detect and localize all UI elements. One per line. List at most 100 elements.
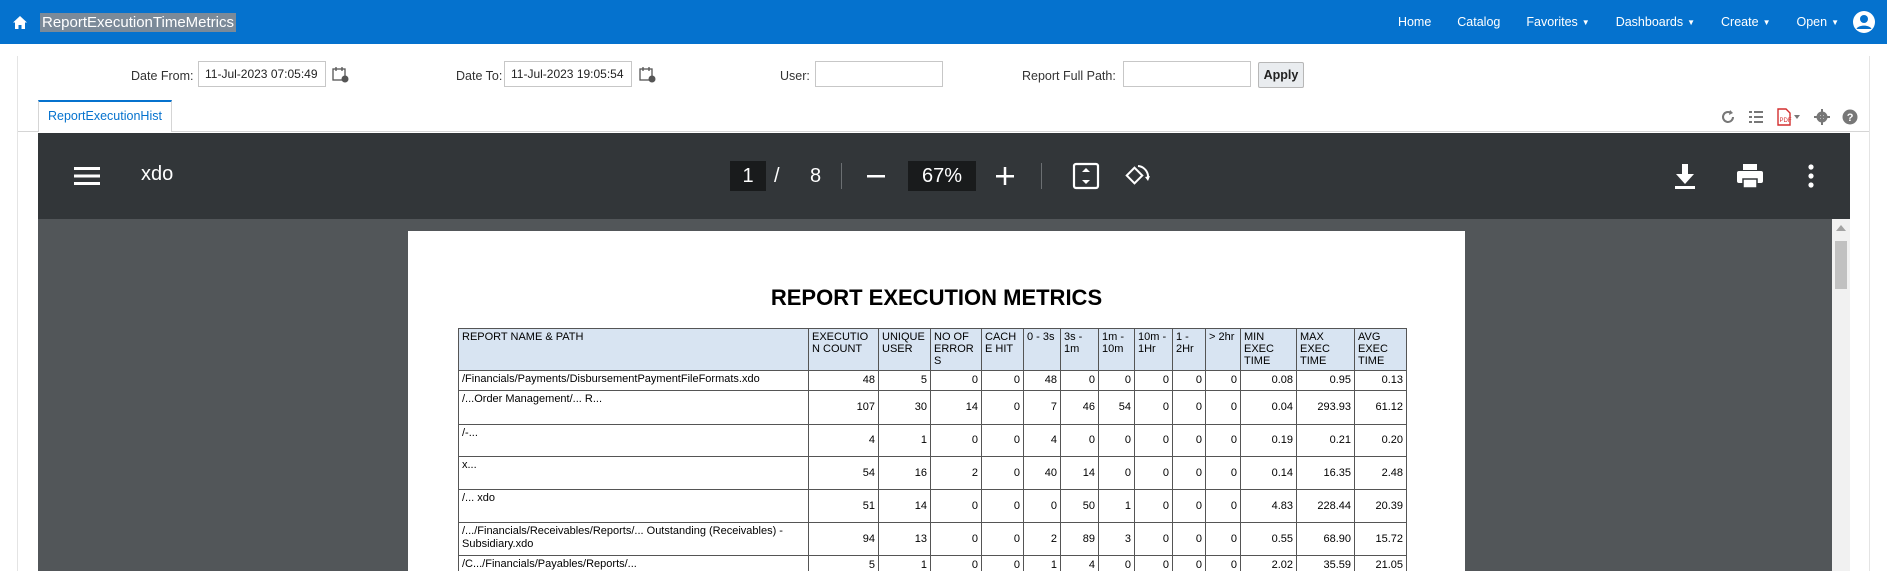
nav-create-label: Create — [1721, 15, 1759, 29]
nav-home-label: Home — [1397, 15, 1432, 29]
tab-bar: ReportExecutionHist PDF ? — [18, 100, 1869, 132]
metric-cell: 0 — [930, 522, 982, 556]
metric-cell: 0 — [981, 456, 1024, 490]
metric-cell: 1 — [1098, 489, 1135, 523]
page-number-input[interactable]: 1 — [730, 161, 766, 191]
column-header: UNIQUE USER — [878, 328, 931, 371]
pdf-export-icon[interactable]: PDF — [1775, 108, 1803, 126]
tab-toolbar: PDF ? — [1709, 108, 1859, 126]
metric-cell: 228.44 — [1296, 489, 1355, 523]
report-path-cell: /...Order Management/... R... — [458, 390, 809, 425]
table-header-row: REPORT NAME & PATH EXECUTIO N COUNT UNIQ… — [458, 328, 1407, 371]
metric-cell: 0 — [1060, 370, 1099, 391]
column-header: > 2hr — [1205, 328, 1241, 371]
home-icon[interactable] — [12, 15, 28, 30]
top-bar: ReportExecutionTimeMetrics Home Catalog … — [0, 0, 1887, 44]
date-to-input[interactable]: 11-Jul-2023 19:05:54 — [504, 61, 632, 87]
metric-cell: 0 — [1205, 555, 1241, 571]
metric-cell: 2 — [930, 456, 982, 490]
metric-cell: 0 — [1205, 456, 1241, 490]
print-icon[interactable] — [1735, 162, 1765, 190]
metric-cell: 0.19 — [1240, 424, 1297, 457]
report-path-cell: /.../Financials/Receivables/Reports/... … — [458, 522, 809, 556]
apply-button[interactable]: Apply — [1258, 62, 1304, 88]
help-icon[interactable]: ? — [1841, 108, 1859, 126]
metric-cell: 0 — [981, 522, 1024, 556]
toolbar-divider — [1041, 163, 1042, 189]
download-icon[interactable] — [1672, 162, 1698, 190]
metric-cell: 0 — [1134, 370, 1173, 391]
metric-cell: 5 — [808, 555, 879, 571]
metric-cell: 14 — [878, 489, 931, 523]
chevron-down-icon: ▼ — [1687, 17, 1696, 27]
metric-cell: 5 — [878, 370, 931, 391]
metric-cell: 0 — [1134, 390, 1173, 425]
metric-cell: 0 — [1205, 390, 1241, 425]
nav-dashboards[interactable]: Dashboards ▼ — [1616, 15, 1695, 29]
refresh-icon[interactable] — [1719, 108, 1737, 126]
metric-cell: 0 — [1172, 555, 1206, 571]
column-header: 3s - 1m — [1060, 328, 1099, 371]
metric-cell: 30 — [878, 390, 931, 425]
metric-cell: 1 — [1023, 555, 1061, 571]
gear-icon[interactable] — [1813, 108, 1831, 126]
nav-home[interactable]: Home — [1398, 15, 1431, 29]
metric-cell: 13 — [878, 522, 931, 556]
report-path-input[interactable] — [1123, 61, 1251, 87]
metric-cell: 0 — [1172, 456, 1206, 490]
column-header: EXECUTIO N COUNT — [808, 328, 879, 371]
column-header: AVG EXEC TIME — [1354, 328, 1407, 371]
report-path-cell: /C.../Financials/Payables/Reports/... — [458, 555, 809, 571]
metric-cell: 0 — [1172, 424, 1206, 457]
calendar-icon[interactable] — [332, 66, 349, 83]
table-row: /C.../Financials/Payables/Reports/... 5 1 0… — [458, 555, 1407, 571]
report-path-cell: /... xdo — [458, 489, 809, 523]
metric-cell: 51 — [808, 489, 879, 523]
page-separator: / — [774, 165, 780, 187]
metric-cell: 54 — [1098, 390, 1135, 425]
metric-cell: 68.90 — [1296, 522, 1355, 556]
user-avatar-icon[interactable] — [1853, 11, 1875, 33]
nav-catalog[interactable]: Catalog — [1457, 15, 1500, 29]
metric-cell: 48 — [808, 370, 879, 391]
calendar-icon[interactable] — [639, 66, 656, 83]
nav-open[interactable]: Open ▼ — [1796, 15, 1839, 29]
rotate-icon[interactable] — [1123, 162, 1151, 190]
more-options-icon[interactable] — [1806, 162, 1816, 190]
metric-cell: 293.93 — [1296, 390, 1355, 425]
metric-cell: 0 — [1134, 456, 1173, 490]
scroll-up-arrow-icon[interactable] — [1836, 225, 1846, 231]
column-header: REPORT NAME & PATH — [458, 328, 809, 371]
chevron-down-icon: ▼ — [1831, 17, 1839, 27]
metrics-table: REPORT NAME & PATH EXECUTIO N COUNT UNIQ… — [458, 328, 1407, 571]
date-from-input[interactable]: 11-Jul-2023 07:05:49 — [198, 61, 326, 87]
zoom-level-input[interactable]: 67% — [908, 161, 976, 191]
metric-cell: 16.35 — [1296, 456, 1355, 490]
metric-cell: 0 — [981, 555, 1024, 571]
scrollbar-thumb[interactable] — [1835, 241, 1847, 289]
vertical-scrollbar[interactable] — [1832, 219, 1850, 571]
tab-report-execution-hist[interactable]: ReportExecutionHist — [38, 100, 172, 132]
user-input[interactable] — [815, 61, 943, 87]
hamburger-menu-icon[interactable] — [74, 165, 100, 187]
nav-favorites[interactable]: Favorites ▼ — [1526, 15, 1589, 29]
report-title: REPORT EXECUTION METRICS — [770, 285, 1103, 310]
metric-cell: 61.12 — [1354, 390, 1407, 425]
metric-cell: 14 — [1060, 456, 1099, 490]
metric-cell: 0.95 — [1296, 370, 1355, 391]
column-header: MIN EXEC TIME — [1240, 328, 1297, 371]
report-path-label: Report Full Path: — [1022, 69, 1116, 83]
metric-cell: 2.02 — [1240, 555, 1297, 571]
list-icon[interactable] — [1747, 108, 1765, 126]
chevron-down-icon: ▼ — [1762, 17, 1771, 27]
chevron-down-icon: ▼ — [1581, 17, 1590, 27]
nav-create[interactable]: Create ▼ — [1721, 15, 1770, 29]
total-pages: 8 — [810, 165, 822, 187]
zoom-in-icon[interactable] — [993, 164, 1017, 188]
table-row: /Financials/Payments/DisbursementPayment… — [458, 370, 1407, 391]
nav-open-label: Open — [1796, 15, 1828, 29]
metric-cell: 0.04 — [1240, 390, 1297, 425]
zoom-out-icon[interactable] — [864, 164, 888, 188]
metric-cell: 0 — [1134, 424, 1173, 457]
fit-to-page-icon[interactable] — [1072, 162, 1100, 190]
